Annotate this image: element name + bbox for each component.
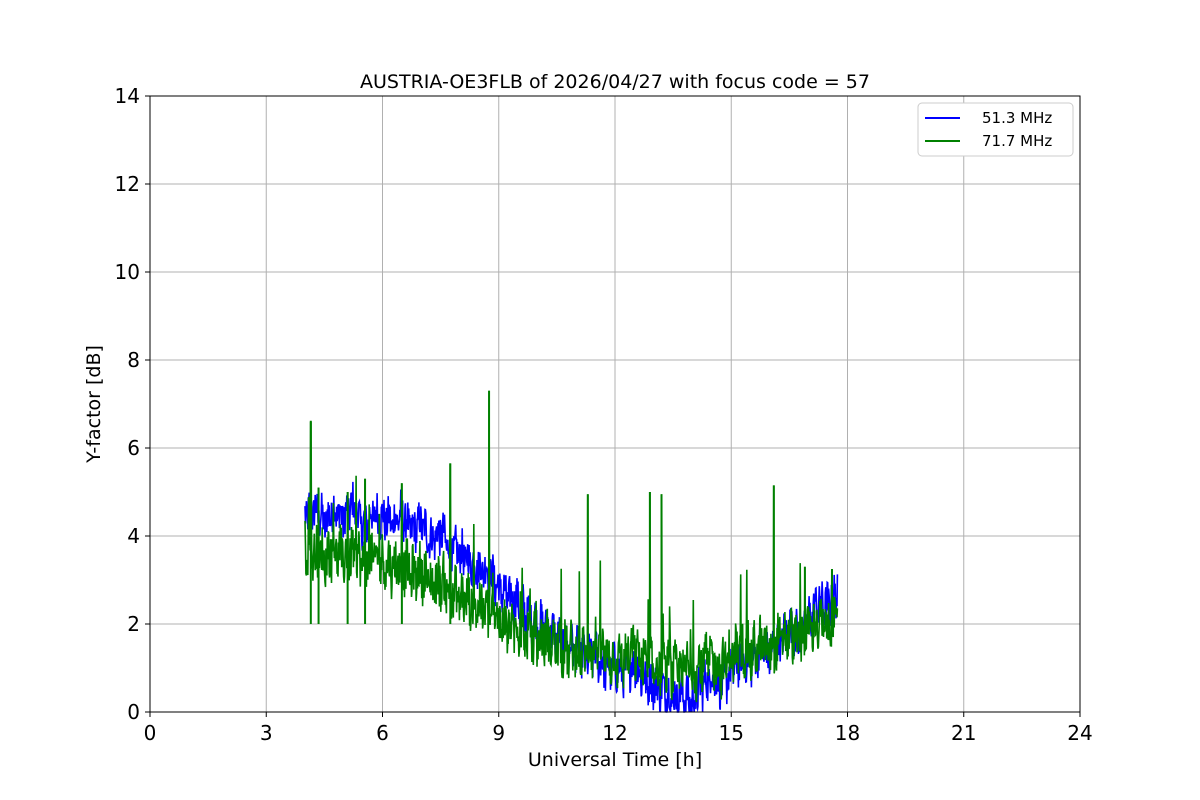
x-tick-label: 9 [492,721,505,745]
series-lines [304,390,839,713]
y-tick-label: 14 [115,84,140,108]
y-tick-label: 12 [115,172,140,196]
series-line-71-7 [304,390,839,703]
x-tick-label: 15 [719,721,744,745]
y-tick-label: 2 [127,612,140,636]
x-axis-label: Universal Time [h] [528,749,702,771]
x-tick-label: 21 [951,721,976,745]
x-tick-label: 24 [1067,721,1092,745]
chart-title: AUSTRIA-OE3FLB of 2026/04/27 with focus … [360,71,870,93]
x-tick-label: 18 [835,721,860,745]
x-tick-label: 0 [144,721,157,745]
x-tick-label: 12 [602,721,627,745]
y-axis-label: Y-factor [dB] [83,345,105,464]
y-tick-label: 8 [127,348,140,372]
legend: 51.3 MHz 71.7 MHz [917,102,1074,157]
y-tick-label: 6 [127,436,140,460]
y-tick-label: 4 [127,524,140,548]
x-tick-label: 6 [376,721,389,745]
x-tick-label: 3 [260,721,273,745]
legend-box [917,102,1074,157]
y-tick-label: 0 [127,700,140,724]
legend-label-71-7: 71.7 MHz [982,132,1052,150]
legend-label-51-3: 51.3 MHz [982,109,1052,127]
y-tick-label: 10 [115,260,140,284]
